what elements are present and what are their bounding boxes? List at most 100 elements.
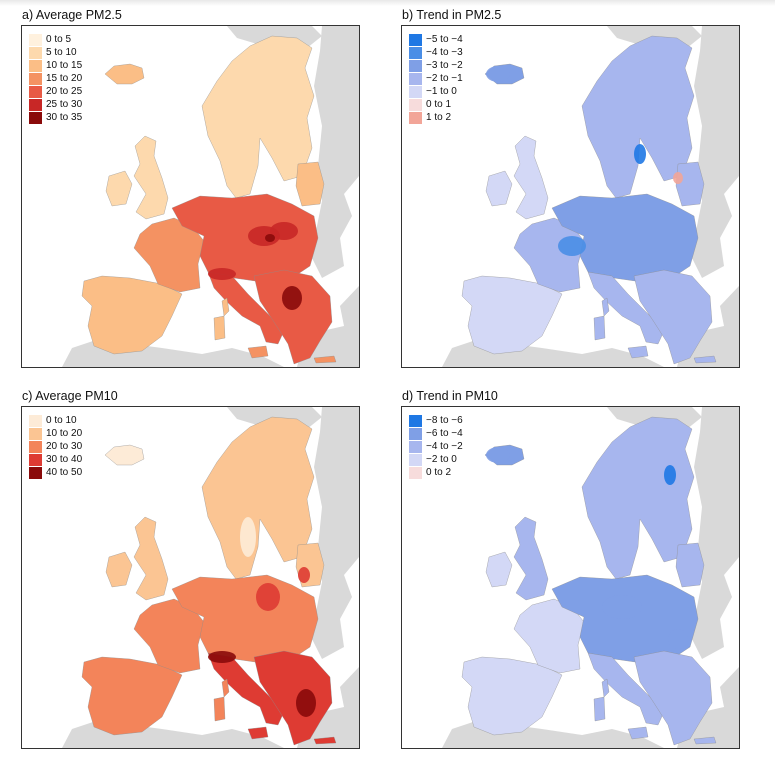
region-sardinia	[593, 315, 606, 341]
legend-label: −8 to −6	[426, 414, 463, 426]
region-sardinia	[213, 315, 226, 341]
region-hotspot	[486, 66, 510, 82]
region-hotspot	[282, 286, 302, 310]
legend-item: −6 to −4	[409, 427, 463, 440]
region-crete	[313, 355, 337, 364]
region-scandinavia	[201, 35, 315, 199]
legend-label: 10 to 15	[46, 59, 83, 71]
region-balkans	[253, 269, 333, 365]
legend-swatch	[409, 98, 422, 111]
europe-map-pm10-trend	[402, 407, 739, 748]
region-balkans	[633, 650, 713, 746]
legend-label: 40 to 50	[46, 466, 83, 478]
region-hotspot	[668, 629, 688, 649]
legend-item: 1 to 2	[409, 111, 463, 124]
legend-label: 0 to 5	[46, 33, 72, 45]
region-sicily	[247, 345, 269, 359]
legend-pm10-average: 0 to 10 10 to 20 20 to 30 30 to 40 40 to 50	[29, 414, 82, 479]
legend-label: 0 to 10	[46, 414, 77, 426]
region-iceland	[104, 444, 145, 466]
region-spain	[81, 275, 183, 355]
legend-item: 0 to 10	[29, 414, 82, 427]
legend-item: −1 to 0	[409, 85, 463, 98]
region-hotspot	[296, 689, 316, 717]
region-hotspot	[208, 268, 236, 280]
region-corsica	[601, 678, 610, 698]
legend-swatch	[29, 72, 42, 85]
legend-label: 0 to 2	[426, 466, 452, 478]
legend-item: −2 to −1	[409, 72, 463, 85]
legend-swatch	[409, 46, 422, 59]
legend-swatch	[29, 33, 42, 46]
legend-label: 25 to 30	[46, 98, 83, 110]
region-corsica	[601, 297, 610, 317]
legend-label: 10 to 20	[46, 427, 83, 439]
map-panel-c: 0 to 10 10 to 20 20 to 30 30 to 40 40 to 50	[21, 406, 360, 749]
legend-item: 0 to 5	[29, 33, 82, 46]
legend-item: 30 to 40	[29, 453, 82, 466]
region-hotspot	[208, 651, 236, 663]
region-corsica	[221, 297, 230, 317]
legend-label: 20 to 25	[46, 85, 83, 97]
legend-swatch	[409, 427, 422, 440]
background-land-grey-east	[312, 407, 359, 659]
legend-item: 0 to 2	[409, 466, 463, 479]
legend-swatch	[409, 466, 422, 479]
legend-label: −4 to −2	[426, 440, 463, 452]
region-iceland	[104, 63, 145, 85]
legend-swatch	[409, 72, 422, 85]
region-gb	[133, 516, 169, 601]
region-italy	[587, 271, 665, 345]
region-sicily	[627, 726, 649, 740]
legend-swatch	[29, 111, 42, 124]
region-scandinavia	[581, 35, 695, 199]
legend-swatch	[29, 440, 42, 453]
legend-label: −3 to −2	[426, 59, 463, 71]
legend-item: −4 to −2	[409, 440, 463, 453]
legend-item: 10 to 20	[29, 427, 82, 440]
legend-item: 40 to 50	[29, 466, 82, 479]
legend-label: 20 to 30	[46, 440, 83, 452]
legend-swatch	[409, 59, 422, 72]
legend-swatch	[409, 453, 422, 466]
legend-label: 15 to 20	[46, 72, 83, 84]
region-central	[171, 574, 319, 664]
legend-item: 25 to 30	[29, 98, 82, 111]
panel-b-title: b) Trend in PM2.5	[402, 8, 502, 22]
region-scandinavia	[201, 416, 315, 580]
region-gb	[133, 135, 169, 220]
legend-label: 5 to 10	[46, 46, 77, 58]
region-central	[551, 574, 699, 664]
region-balkans	[633, 269, 713, 365]
legend-item: −2 to 0	[409, 453, 463, 466]
legend-item: −8 to −6	[409, 414, 463, 427]
region-hotspot	[673, 172, 683, 184]
region-italy	[587, 652, 665, 726]
region-baltics	[675, 161, 705, 207]
legend-item: 30 to 35	[29, 111, 82, 124]
region-hotspot	[602, 595, 642, 619]
legend-label: −2 to −1	[426, 72, 463, 84]
legend-item: −5 to −4	[409, 33, 463, 46]
region-balkans	[253, 650, 333, 746]
legend-swatch	[29, 85, 42, 98]
legend-swatch	[409, 440, 422, 453]
legend-swatch	[29, 453, 42, 466]
panel-c-title: c) Average PM10	[22, 389, 118, 403]
region-spain	[461, 275, 563, 355]
legend-label: −6 to −4	[426, 427, 463, 439]
legend-label: 30 to 35	[46, 111, 83, 123]
legend-label: −2 to 0	[426, 453, 457, 465]
legend-item: 20 to 25	[29, 85, 82, 98]
region-baltics	[295, 161, 325, 207]
europe-map-pm10-average	[22, 407, 359, 748]
region-hotspot	[256, 583, 280, 611]
background-land-grey-east	[692, 26, 739, 278]
legend-swatch	[409, 111, 422, 124]
legend-label: 1 to 2	[426, 111, 452, 123]
